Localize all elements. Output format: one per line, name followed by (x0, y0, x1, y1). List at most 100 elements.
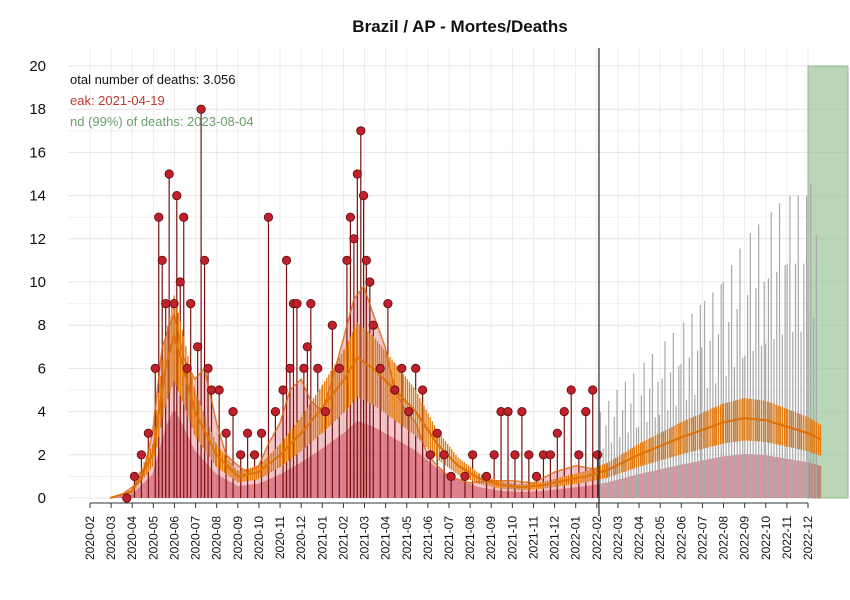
observed-point (365, 277, 375, 287)
observed-point (154, 212, 164, 222)
observed-point (397, 363, 407, 373)
observed-point (182, 363, 192, 373)
observed-point (270, 406, 281, 417)
data-bars (133, 109, 817, 498)
fitted-curve (109, 331, 822, 500)
observed-point (368, 320, 378, 330)
y-tick-label: 16 (29, 144, 46, 161)
observed-point (206, 385, 217, 395)
x-tick-label: 2020-12 (294, 516, 308, 560)
x-tick-label: 2020-11 (273, 516, 287, 559)
observed-point (460, 471, 470, 481)
observed-point (292, 298, 302, 309)
observed-point (446, 471, 456, 481)
observed-point (489, 450, 499, 460)
y-tick-label: 18 (29, 101, 46, 118)
observed-point (278, 385, 288, 395)
observed-point (136, 450, 146, 460)
observed-point (249, 450, 260, 460)
x-tick-label: 2022-07 (695, 516, 709, 560)
observed-point (199, 255, 210, 265)
observed-point (236, 450, 246, 460)
y-tick-label: 14 (29, 188, 46, 205)
observed-point (531, 471, 542, 481)
observed-point (411, 363, 421, 373)
observed-point (574, 450, 584, 460)
observed-point (439, 450, 449, 460)
observed-point (143, 428, 153, 438)
observed-point (349, 234, 359, 244)
x-tick-label: 2022-08 (717, 516, 731, 560)
x-tick-label: 2020-08 (210, 516, 224, 560)
observed-point (186, 298, 196, 309)
data-points (122, 104, 603, 503)
y-tick-label: 10 (29, 274, 46, 291)
observed-point (302, 342, 312, 352)
observed-point (179, 212, 189, 222)
x-tick-label: 2022-01 (569, 516, 583, 560)
x-tick-label: 2021-12 (548, 516, 562, 560)
x-tick-label: 2021-01 (315, 516, 329, 560)
observed-point (164, 169, 174, 179)
x-tick-label: 2022-05 (653, 516, 667, 560)
observed-point (517, 406, 527, 417)
chart-title: Brazil / AP - Mortes/Deaths (352, 17, 567, 36)
observed-point (214, 385, 224, 395)
x-tick-label: 2022-03 (611, 516, 625, 560)
y-tick-label: 4 (38, 404, 46, 421)
end-annotation: nd (99%) of deaths: 2023-08-04 (70, 114, 254, 129)
x-tick-label: 2022-04 (632, 516, 646, 560)
observed-point (559, 406, 569, 417)
moving-average-line (119, 284, 598, 497)
y-tick-label: 8 (38, 317, 46, 334)
x-tick-label: 2021-10 (505, 516, 519, 560)
x-tick-label: 2020-03 (104, 516, 118, 560)
x-tick-label: 2020-06 (167, 516, 181, 560)
x-tick-label: 2021-03 (358, 516, 372, 560)
observed-point (581, 406, 591, 417)
x-tick-label: 2020-10 (252, 516, 266, 560)
y-tick-label: 20 (29, 58, 46, 75)
observed-point (545, 450, 555, 460)
observed-point (281, 255, 292, 265)
observed-point (221, 428, 231, 438)
observed-point (375, 363, 385, 373)
x-tick-label: 2021-02 (336, 516, 350, 560)
x-tick-label: 2021-04 (379, 516, 393, 560)
observed-point (157, 255, 167, 265)
observed-point (418, 385, 428, 395)
data-lines (109, 284, 822, 500)
observed-point (566, 385, 576, 395)
observed-point (383, 298, 393, 309)
observed-point (481, 471, 492, 481)
observed-point (425, 450, 435, 460)
x-tick-label: 2021-11 (526, 516, 540, 559)
observed-point (352, 169, 362, 179)
observed-point (404, 406, 414, 417)
observed-point (129, 471, 140, 481)
observed-point (256, 428, 267, 438)
observed-point (299, 363, 309, 373)
observed-point (358, 191, 369, 201)
y-tick-label: 12 (29, 231, 46, 248)
observed-point (524, 450, 534, 460)
x-tick-label: 2020-04 (125, 516, 139, 560)
x-tick-label: 2021-06 (421, 516, 435, 560)
observed-point (320, 406, 330, 417)
axes: 0 2 4 6 8 10 12 14 16 18 20 2020-02 2020-03 2020-04 20… (29, 48, 815, 560)
x-tick-label: 2021-08 (463, 516, 477, 560)
peak-annotation: eak: 2021-04-19 (70, 93, 165, 108)
observed-point (169, 298, 179, 309)
observed-point (592, 450, 603, 460)
x-tick-label: 2022-09 (738, 516, 752, 560)
observed-point (552, 428, 562, 438)
x-tick-label: 2022-11 (780, 516, 794, 559)
observed-point (172, 191, 182, 201)
observed-point (161, 298, 171, 309)
x-tick-label: 2021-09 (484, 516, 498, 560)
x-tick-label: 2022-02 (590, 516, 604, 560)
x-tick-label: 2021-07 (442, 516, 456, 560)
x-tick-label: 2022-10 (759, 516, 773, 560)
observed-point (193, 342, 203, 352)
